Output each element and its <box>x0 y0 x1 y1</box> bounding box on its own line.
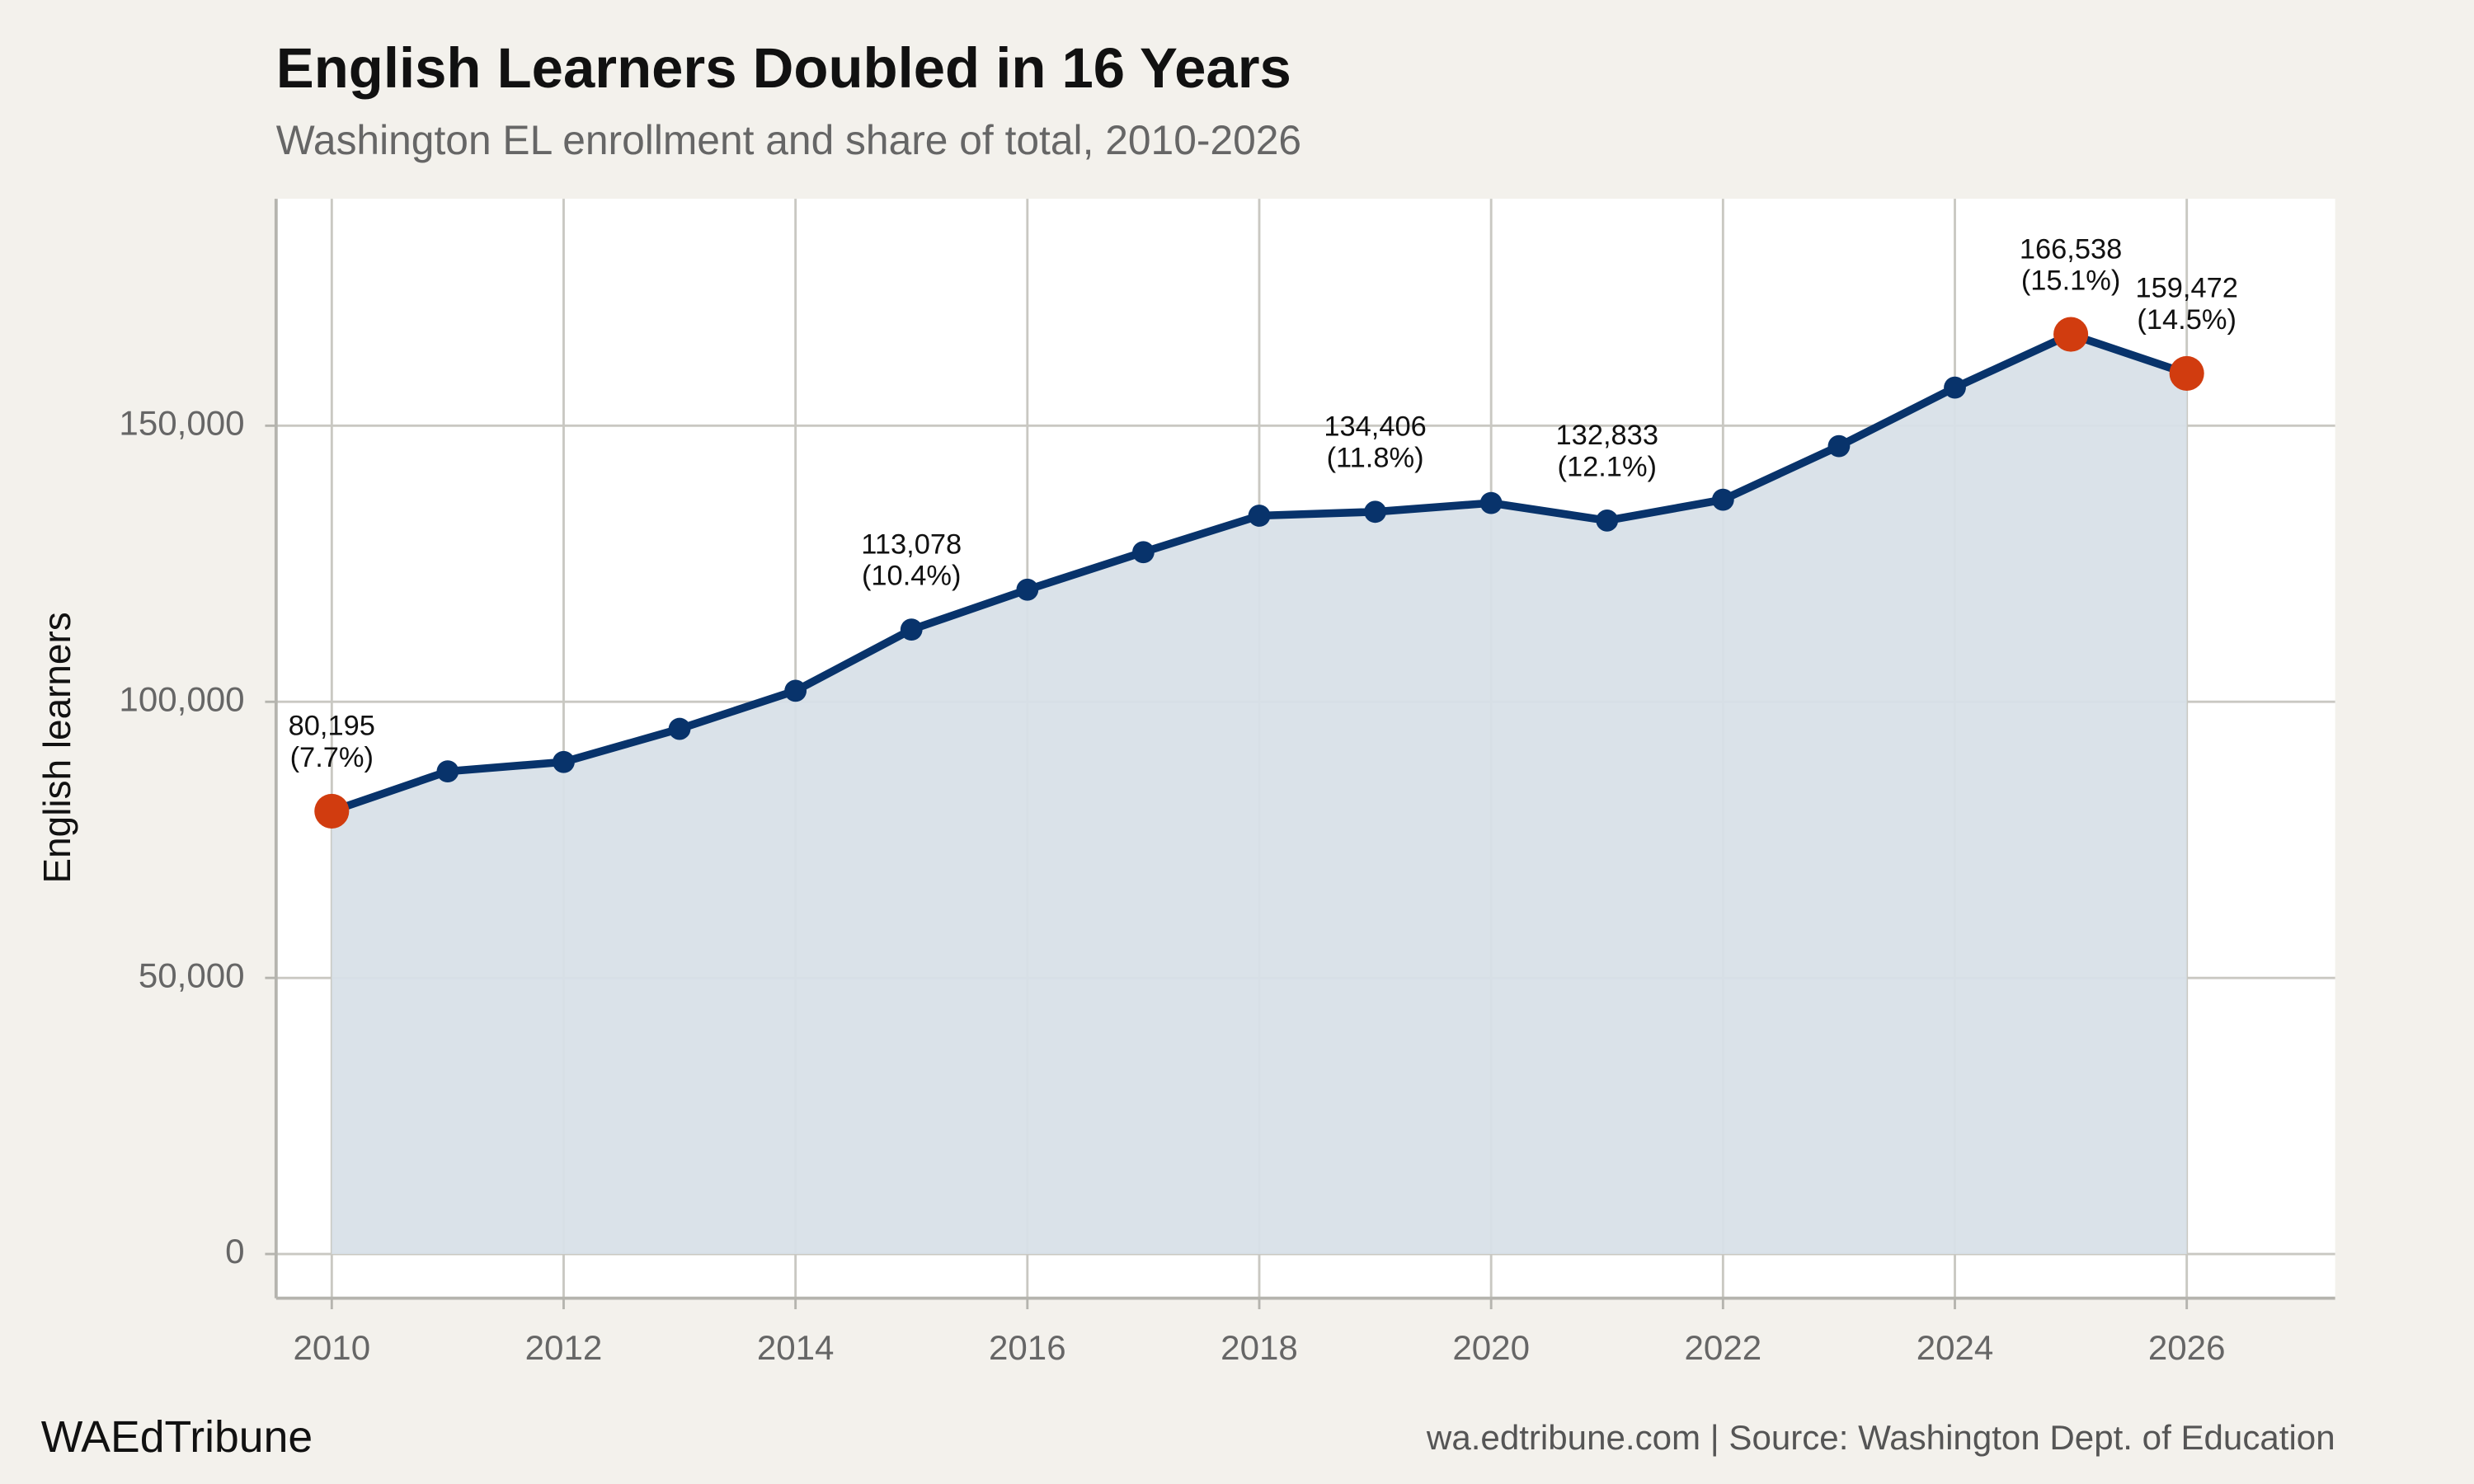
point <box>1479 491 1503 514</box>
data-label: 132,833 <box>1556 420 1658 451</box>
point <box>1596 509 1619 532</box>
data-label: 80,195 <box>289 711 375 742</box>
brand: WAEdTribune <box>41 1413 313 1462</box>
point <box>784 679 807 702</box>
y-tick-label: 0 <box>225 1232 244 1270</box>
chart-subtitle: Washington EL enrollment and share of to… <box>276 117 1301 163</box>
point <box>900 618 923 641</box>
point <box>1016 578 1039 601</box>
point <box>2053 317 2089 352</box>
data-label: 159,472 <box>2135 273 2237 304</box>
data-label: 166,538 <box>2020 233 2122 265</box>
data-label: (10.4%) <box>862 561 962 592</box>
x-tick-label: 2014 <box>757 1328 835 1367</box>
source: wa.edtribune.com | Source: Washington De… <box>1426 1418 2335 1457</box>
data-label: 134,406 <box>1324 411 1426 442</box>
x-tick-label: 2026 <box>2148 1328 2226 1367</box>
x-tick-label: 2018 <box>1221 1328 1298 1367</box>
point <box>436 760 459 783</box>
data-label: 113,078 <box>861 528 962 560</box>
area <box>332 334 2187 1255</box>
data-label: (15.1%) <box>2021 265 2121 297</box>
y-axis-label: English learners <box>35 612 78 883</box>
x-tick-label: 2010 <box>293 1328 370 1367</box>
point <box>1248 505 1271 527</box>
data-label: (11.8%) <box>1327 443 1424 474</box>
point <box>1711 488 1734 511</box>
point <box>1944 376 1966 399</box>
data-label: (14.5%) <box>2137 304 2236 336</box>
marks: 80,195(7.7%) 113,078(10.4%) 134,406(11.8%)… <box>289 233 2238 1255</box>
x-tick-label: 2012 <box>525 1328 603 1367</box>
data-label: (7.7%) <box>290 742 374 773</box>
x-tick-label: 2022 <box>1685 1328 1762 1367</box>
chart-title: English Learners Doubled in 16 Years <box>276 36 1291 100</box>
y-tick-label: 150,000 <box>119 403 244 442</box>
x-tick-label: 2024 <box>1917 1328 1994 1367</box>
point <box>1132 541 1155 564</box>
point <box>2169 355 2204 391</box>
y-tick-label: 100,000 <box>119 679 244 718</box>
point <box>1827 434 1851 458</box>
data-label: (12.1%) <box>1557 451 1657 482</box>
point <box>668 717 691 740</box>
x-tick-label: 2020 <box>1452 1328 1530 1367</box>
y-tick-label: 50,000 <box>139 956 245 994</box>
point <box>1364 500 1386 524</box>
point <box>553 750 575 773</box>
x-tick-label: 2016 <box>989 1328 1066 1367</box>
point <box>314 793 350 829</box>
